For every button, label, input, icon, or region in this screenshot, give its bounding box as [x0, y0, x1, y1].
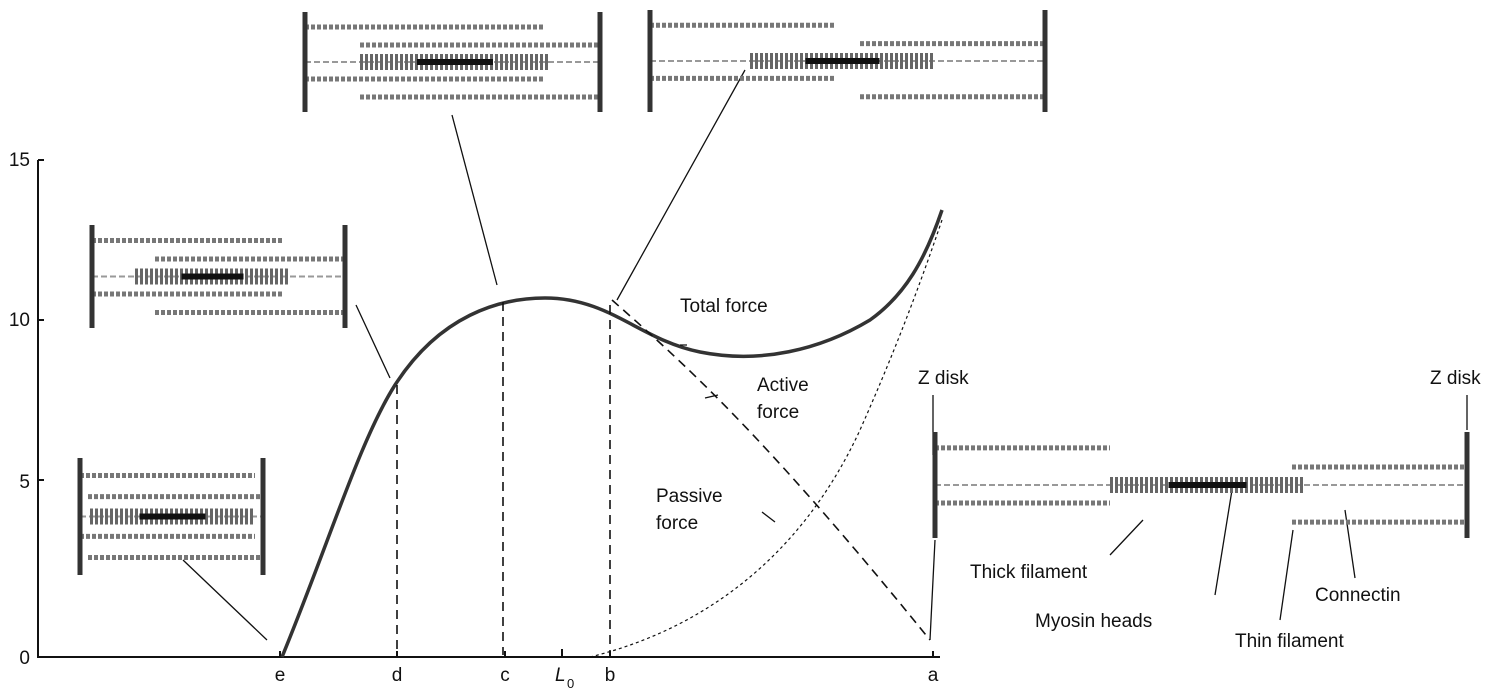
drop-lines — [397, 302, 610, 655]
sarcomere-label: Thick filament — [970, 562, 1088, 583]
l0-label: L — [555, 665, 566, 686]
active-force-curve — [612, 300, 930, 640]
x-label: b — [605, 665, 616, 686]
y-tick-label: 10 — [9, 310, 30, 331]
curve-label: force — [656, 513, 698, 534]
x-label: d — [392, 665, 403, 686]
curve-label: Active — [757, 375, 809, 396]
leader-lines — [183, 70, 1467, 640]
x-label: c — [500, 665, 510, 686]
curve-label: force — [757, 402, 799, 423]
sarcomere-label: Myosin heads — [1035, 611, 1152, 632]
axes — [38, 160, 940, 657]
sarcomere-label: Thin filament — [1235, 631, 1344, 652]
sarcomere-label: Z disk — [1430, 368, 1481, 389]
curve-label: Total force — [680, 296, 768, 317]
axis-lines — [38, 160, 940, 657]
y-tick-label: 5 — [19, 472, 30, 493]
x-label: a — [928, 665, 939, 686]
curve-label: Passive — [656, 486, 723, 507]
total-force-curve — [282, 210, 942, 657]
x-tick-marks — [280, 649, 933, 657]
sarcomere-label: Z disk — [918, 368, 969, 389]
sarcomere-label: Connectin — [1315, 585, 1401, 606]
y-tick-label: 0 — [19, 648, 30, 669]
y-tick-label: 15 — [9, 150, 30, 171]
l0-subscript: 0 — [567, 676, 574, 691]
passive-force-curve — [590, 220, 942, 657]
sarcomeres — [80, 10, 1467, 575]
x-label: e — [275, 665, 286, 686]
figure: 15 10 5 0 e d c b a L 0 Total force Acti… — [0, 0, 1509, 691]
